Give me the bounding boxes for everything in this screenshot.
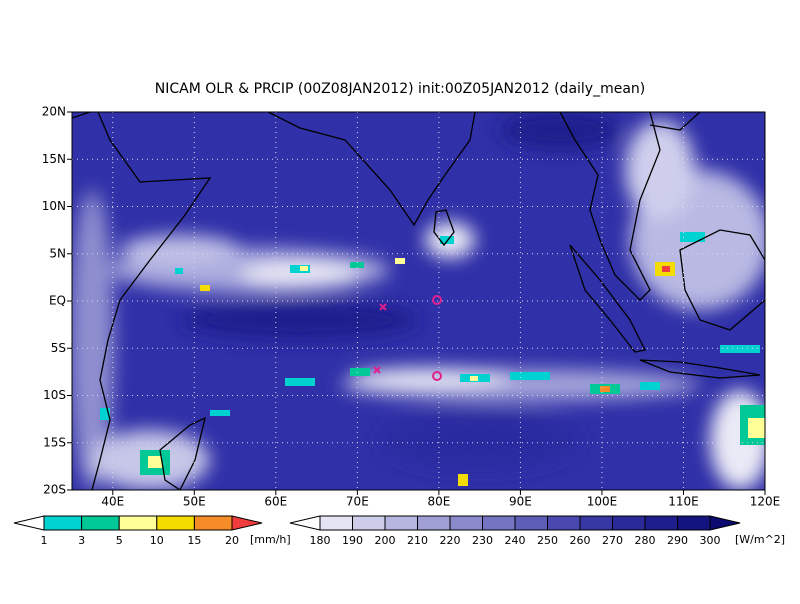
colorbar-label: 260 [570, 534, 591, 547]
colorbar-label: 20 [225, 534, 239, 547]
lon-label: 90E [509, 495, 532, 509]
lat-label: 20N [42, 105, 66, 119]
colorbar-label: 180 [310, 534, 331, 547]
lat-label: 5N [49, 246, 66, 260]
colorbar-label: 3 [78, 534, 85, 547]
colorbar-box [156, 515, 195, 531]
colorbar-label: 240 [505, 534, 526, 547]
colorbar-left-arrow [13, 515, 45, 531]
colorbar-box [43, 515, 83, 531]
colorbar-box [384, 515, 418, 531]
lat-label: 10N [42, 199, 66, 213]
colorbars: 1 3 5 10 15 20 [mm/h] 180 190 200 210 220 230 240 250 2… [13, 515, 785, 547]
colorbar-label: 1 [41, 534, 48, 547]
lon-label: 60E [264, 495, 287, 509]
coastlines [72, 112, 765, 490]
colorbar-label: 220 [440, 534, 461, 547]
colorbar-label: 15 [187, 534, 201, 547]
colorbar-box [482, 515, 516, 531]
colorbar-box [352, 515, 386, 531]
colorbar-label: 10 [150, 534, 164, 547]
lon-label: 40E [101, 495, 124, 509]
lon-label: 110E [668, 495, 699, 509]
colorbar-box [514, 515, 548, 531]
colorbar-box [449, 515, 483, 531]
colorbar-right-arrow [709, 515, 741, 531]
colorbar-label: 190 [342, 534, 363, 547]
colorbar-box [417, 515, 451, 531]
lat-label: 5S [51, 341, 66, 355]
colorbar-label: 300 [700, 534, 721, 547]
colorbar-box [193, 515, 233, 531]
colorbar-label: 290 [667, 534, 688, 547]
colorbar-box [677, 515, 711, 531]
markers [373, 295, 442, 381]
lon-label: 50E [183, 495, 206, 509]
lat-label: 20S [43, 483, 66, 497]
olr-bar: 180 190 200 210 220 230 240 250 260 270 280 290 300 [… [289, 515, 785, 547]
lon-label: 70E [346, 495, 369, 509]
colorbar-label: 250 [537, 534, 558, 547]
map-title: NICAM OLR & PRCIP (00Z08JAN2012) init:00… [155, 81, 646, 97]
lat-label: 15S [43, 435, 66, 449]
colorbar-unit: [W/m^2] [735, 533, 785, 546]
colorbar-box [579, 515, 613, 531]
colorbar-box [612, 515, 646, 531]
precip-spots [100, 232, 765, 486]
grid [72, 112, 765, 490]
lat-label: EQ [49, 294, 66, 308]
colorbar-left-arrow [289, 515, 321, 531]
map-area [72, 112, 765, 490]
colorbar-unit: [mm/h] [250, 533, 291, 546]
colorbar-box [81, 515, 120, 531]
lon-label: 120E [750, 495, 781, 509]
colorbar-right-arrow [231, 515, 263, 531]
axis-labels: 20N 15N 10N 5N EQ 5S 10S 15S 20S 40E 50E 60E 70E 80E 9… [42, 105, 781, 509]
colorbar-box [547, 515, 581, 531]
colorbar-label: 210 [407, 534, 428, 547]
colorbar-label: 230 [472, 534, 493, 547]
colorbar-box [319, 515, 353, 531]
lon-label: 80E [427, 495, 450, 509]
lat-label: 10S [43, 388, 66, 402]
colorbar-label: 270 [602, 534, 623, 547]
colorbar-label: 200 [375, 534, 396, 547]
colorbar-box [644, 515, 678, 531]
lon-label: 100E [587, 495, 618, 509]
precip-bar: 1 3 5 10 15 20 [mm/h] [13, 515, 291, 547]
colorbar-box [118, 515, 158, 531]
colorbar-label: 280 [635, 534, 656, 547]
lat-label: 15N [42, 152, 66, 166]
colorbar-label: 5 [116, 534, 123, 547]
